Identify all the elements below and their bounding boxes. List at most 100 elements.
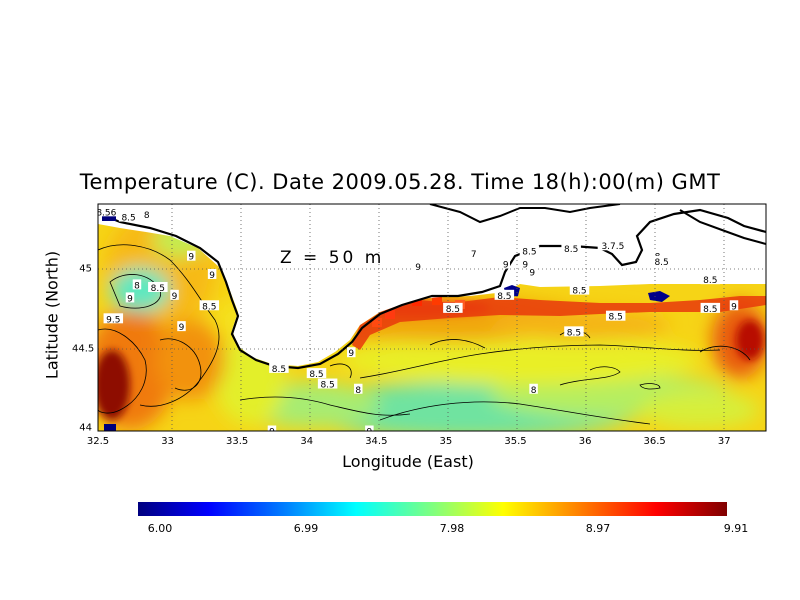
- isotherm-contours: [98, 244, 751, 425]
- colorbar-tick-label: 7.98: [439, 522, 465, 535]
- contour-label: 9: [348, 349, 354, 359]
- contour-labels: 8.568.5 898 8.599 98.59.598.58.58.598999798…: [98, 206, 739, 438]
- y-tick-label: 44.5: [72, 343, 95, 355]
- contour-label-bg: [269, 362, 289, 373]
- contour-label-bg: [142, 208, 151, 219]
- contour-label: 9: [415, 263, 421, 273]
- contour-label-bg: [700, 302, 721, 313]
- y-axis-label: Latitude (North): [42, 250, 62, 380]
- contour-label: 8: [134, 281, 140, 291]
- contour-label: 8.5: [654, 258, 668, 268]
- map-title: Temperature (C). Date 2009.05.28. Time 1…: [79, 170, 721, 194]
- contour-label: 9: [529, 268, 535, 278]
- contour-label: 9: [127, 294, 133, 304]
- contour-label: 9: [503, 261, 509, 271]
- contour-label-bg: [118, 211, 139, 222]
- coastline: [98, 208, 766, 370]
- grid: [98, 204, 766, 431]
- x-tick-label: 37: [717, 436, 731, 447]
- colorbar-tick-label: 6.00: [147, 522, 173, 535]
- contour-label-bg: [520, 258, 530, 269]
- contour-label: 9: [209, 271, 215, 281]
- contour-label: 8: [144, 211, 150, 221]
- contour-label-bg: [365, 425, 374, 431]
- contour-label: 9: [179, 323, 185, 333]
- contour-label-bg: [317, 378, 338, 389]
- contour-label: 8.5: [703, 305, 717, 315]
- contour-label-bg: [170, 289, 179, 300]
- colorbar-tick-label: 8.97: [585, 522, 611, 535]
- y-tick-label: 44: [79, 422, 92, 434]
- x-tick-label: 33.5: [226, 436, 249, 447]
- x-tick-label: 32.5: [86, 436, 110, 447]
- contour-label: 9: [731, 302, 737, 312]
- contour-label: 8.5: [572, 287, 586, 297]
- x-tick-label: 36: [578, 436, 592, 447]
- x-tick-label: 34: [300, 436, 314, 447]
- contour-label-bg: [569, 284, 590, 295]
- contour-label: 9: [188, 253, 194, 263]
- contour-label: 8.5: [320, 381, 334, 391]
- contour-label-bg: [564, 326, 584, 337]
- contour-label-bg: [267, 425, 277, 431]
- temperature-field: [98, 210, 766, 431]
- contour-label: 8.5: [272, 365, 286, 375]
- contour-label: 9: [367, 428, 373, 438]
- contour-label-bg: [199, 300, 220, 311]
- contour-label-bg: [494, 289, 515, 300]
- contour-label: 9.5: [106, 315, 120, 325]
- contour-label: 8.5: [564, 245, 578, 255]
- contour-label-bg: [653, 250, 662, 261]
- contour-label: 8.5: [497, 292, 511, 302]
- contour-label-bg: [347, 347, 356, 358]
- contour-label: 8.5: [522, 247, 536, 257]
- contour-label-bg: [177, 321, 186, 332]
- contour-label: 8.5: [609, 313, 623, 323]
- contour-label-bg: [651, 255, 672, 266]
- contour-label-bg: [469, 248, 478, 259]
- northern-coast: [429, 204, 621, 224]
- contour-label-bg: [729, 300, 739, 311]
- contour-label: 8.5: [446, 305, 460, 315]
- colorbar-tick-label: 9.91: [723, 522, 749, 535]
- contour-label-bg: [353, 383, 363, 394]
- contour-label-bg: [501, 258, 511, 269]
- contour-label-bg: [103, 313, 124, 324]
- contour-label-bg: [132, 279, 142, 290]
- contour-label-bg: [207, 268, 217, 279]
- plot-frame: [97, 203, 767, 432]
- contour-label: 8.5: [309, 370, 323, 380]
- contour-label: 8: [355, 386, 361, 396]
- contour-label-bg: [413, 261, 423, 272]
- contour-label-bg: [148, 281, 168, 292]
- contour-label-bg: [529, 383, 538, 394]
- contour-label: 8.5: [567, 328, 581, 338]
- contour-label: 8.5: [151, 284, 165, 294]
- cold-spot: [648, 291, 670, 302]
- contour-label-bg: [700, 274, 721, 285]
- contour-label: 3.7.5: [601, 242, 624, 252]
- contour-label-bg: [306, 368, 327, 379]
- contour-label: 8.5: [703, 276, 717, 286]
- depth-label: Z = 50 m: [280, 248, 385, 268]
- contour-label: 9: [522, 261, 528, 271]
- contour-label: 7: [471, 250, 477, 260]
- contour-label-bg: [519, 245, 540, 256]
- contour-label-bg: [527, 266, 537, 277]
- colorbar-tick-label: 6.99: [293, 522, 319, 535]
- contour-label-bg: [186, 250, 196, 261]
- colorbar: [138, 502, 727, 516]
- contour-label: 9: [172, 292, 178, 302]
- contour-label-bg: [125, 292, 135, 303]
- contour-label-bg: [605, 310, 626, 321]
- x-axis-label: Longitude (East): [342, 452, 474, 471]
- y-tick-label: 45: [79, 263, 92, 275]
- x-tick-label: 34.5: [365, 436, 388, 447]
- contour-label: 9: [269, 428, 275, 438]
- x-tick-label: 36.5: [643, 436, 666, 447]
- x-tick-label: 35: [439, 436, 453, 447]
- contour-label: 8: [531, 386, 537, 396]
- contour-label: 8.5: [202, 302, 216, 312]
- x-tick-label: 33: [161, 436, 174, 447]
